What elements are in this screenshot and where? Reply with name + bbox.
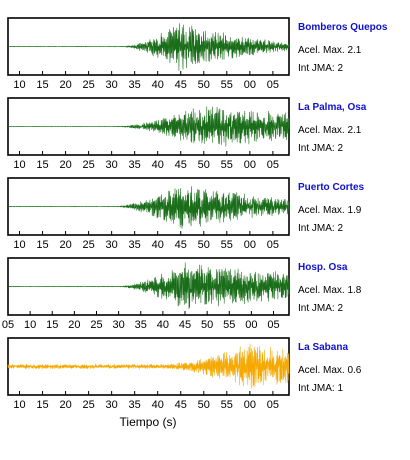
- x-tick-label: 20: [59, 159, 71, 171]
- x-tick-label: 45: [179, 319, 191, 331]
- waveform-trace: [7, 23, 290, 71]
- x-tick-label: 25: [82, 239, 94, 251]
- x-tick-label: 20: [59, 239, 71, 251]
- x-tick-label: 15: [36, 399, 48, 411]
- x-tick-label: 10: [13, 79, 25, 91]
- x-tick-label: 05: [267, 399, 279, 411]
- x-tick-label: 30: [106, 79, 118, 91]
- x-tick-label: 55: [221, 159, 233, 171]
- panel-3: 10 15 20 25 30 35 40 45 50 55 00 05 Puerto Cortes Ace…: [7, 177, 365, 251]
- x-tick-label: 25: [82, 79, 94, 91]
- jma-intensity: Int JMA: 2: [298, 303, 343, 314]
- x-tick-label: 10: [13, 399, 25, 411]
- x-tick-label: 05: [267, 239, 279, 251]
- max-acceleration: Acel. Max. 0.6: [298, 365, 362, 376]
- x-tick-label: 20: [59, 399, 71, 411]
- x-tick-label: 20: [59, 79, 71, 91]
- station-name: Bomberos Quepos: [298, 22, 388, 33]
- x-axis-title: Tiempo (s): [120, 415, 177, 429]
- x-tick-label: 40: [152, 79, 164, 91]
- x-tick-label: 45: [175, 239, 187, 251]
- x-tick-label: 05: [267, 159, 279, 171]
- x-tick-label: 25: [82, 399, 94, 411]
- x-tick-label: 40: [152, 159, 164, 171]
- x-tick-label: 30: [106, 399, 118, 411]
- max-acceleration: Acel. Max. 2.1: [298, 125, 362, 136]
- waveform-trace: [7, 106, 290, 147]
- jma-intensity: Int JMA: 2: [298, 143, 343, 154]
- jma-intensity: Int JMA: 2: [298, 63, 343, 74]
- x-tick-label: 35: [135, 319, 147, 331]
- station-name: Puerto Cortes: [298, 182, 365, 193]
- x-tick-label: 50: [198, 159, 210, 171]
- x-tick-label: 05: [2, 319, 14, 331]
- panel-2: 10 15 20 25 30 35 40 45 50 55 00 05 La Palma, Osa Ace…: [7, 97, 367, 171]
- x-tick-label: 35: [129, 239, 141, 251]
- x-tick-label: 45: [175, 159, 187, 171]
- x-tick-label: 55: [221, 79, 233, 91]
- x-tick-label: 35: [129, 159, 141, 171]
- x-tick-label: 25: [82, 159, 94, 171]
- x-tick-label: 15: [46, 319, 58, 331]
- x-tick-label: 25: [90, 319, 102, 331]
- x-tick-label: 05: [267, 319, 279, 331]
- x-tick-label: 55: [221, 399, 233, 411]
- x-tick-label: 00: [245, 319, 257, 331]
- station-name: Hosp. Osa: [298, 262, 348, 273]
- waveform-trace: [7, 262, 290, 310]
- station-name: La Palma, Osa: [298, 102, 367, 113]
- waveform-trace: [7, 343, 290, 389]
- x-tick-label: 30: [106, 159, 118, 171]
- x-tick-label: 15: [36, 159, 48, 171]
- x-tick-label: 15: [36, 79, 48, 91]
- x-tick-label: 55: [221, 239, 233, 251]
- x-tick-label: 15: [36, 239, 48, 251]
- panel-5: 10 15 20 25 30 35 40 45 50 55 00 05 La Sabana Acel. M…: [7, 337, 362, 411]
- panel-4: 05 10 15 20 25 30 35 40 45 50 55 00 05 Hosp. Osa Acel.…: [2, 257, 362, 331]
- x-tick-label: 30: [106, 239, 118, 251]
- max-acceleration: Acel. Max. 1.8: [298, 285, 362, 296]
- jma-intensity: Int JMA: 2: [298, 223, 343, 234]
- seismogram-panels: 10 15 20 25 30 35 40 45 50 55 00 05 Bomberos Quepos A…: [2, 17, 388, 411]
- x-tick-label: 40: [157, 319, 169, 331]
- x-tick-label: 50: [201, 319, 213, 331]
- max-acceleration: Acel. Max. 1.9: [298, 205, 362, 216]
- x-tick-label: 10: [13, 239, 25, 251]
- x-tick-label: 00: [244, 239, 256, 251]
- x-tick-label: 10: [13, 159, 25, 171]
- waveform-trace: [7, 186, 290, 229]
- x-tick-label: 50: [198, 239, 210, 251]
- x-tick-label: 30: [113, 319, 125, 331]
- x-tick-label: 45: [175, 399, 187, 411]
- max-acceleration: Acel. Max. 2.1: [298, 45, 362, 56]
- x-tick-label: 45: [175, 79, 187, 91]
- x-tick-label: 10: [24, 319, 36, 331]
- x-tick-label: 20: [68, 319, 80, 331]
- x-tick-label: 50: [198, 79, 210, 91]
- x-tick-label: 35: [129, 79, 141, 91]
- panel-1: 10 15 20 25 30 35 40 45 50 55 00 05 Bomberos Quepos A…: [7, 17, 388, 91]
- x-tick-label: 05: [267, 79, 279, 91]
- x-tick-label: 40: [152, 239, 164, 251]
- x-tick-label: 00: [244, 159, 256, 171]
- x-tick-label: 55: [223, 319, 235, 331]
- jma-intensity: Int JMA: 1: [298, 383, 343, 394]
- station-name: La Sabana: [298, 342, 348, 353]
- x-tick-label: 00: [244, 399, 256, 411]
- x-tick-label: 35: [129, 399, 141, 411]
- x-tick-label: 00: [244, 79, 256, 91]
- x-tick-label: 50: [198, 399, 210, 411]
- x-tick-label: 40: [152, 399, 164, 411]
